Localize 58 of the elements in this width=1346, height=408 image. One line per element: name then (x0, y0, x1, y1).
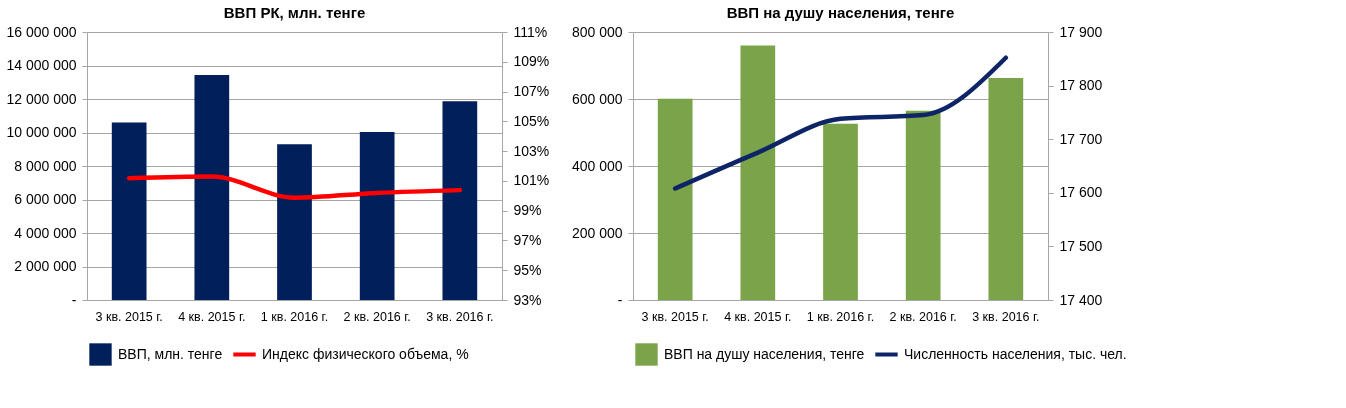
y2-tick-label: 93% (513, 291, 542, 308)
y2-tick-label: 95% (513, 261, 542, 278)
y2-tick-label: 111% (513, 23, 548, 40)
y2-tick-label: 17 800 (1059, 77, 1103, 94)
bar (194, 75, 230, 300)
x-tick-label: 2 кв. 2016 г. (343, 309, 411, 324)
y-tick-label: 6 000 000 (14, 191, 77, 207)
y2-tick-label: 103% (513, 142, 550, 159)
x-tick-label: 3 кв. 2016 г. (972, 309, 1040, 324)
y2-tick-label: 17 500 (1059, 237, 1103, 254)
y-tick-label: 4 000 000 (14, 224, 77, 241)
x-tick-label: 4 кв. 2015 г. (724, 309, 792, 324)
bar (111, 122, 147, 300)
x-tick-label: 1 кв. 2016 г. (260, 309, 329, 324)
y-tick-label: 400 000 (571, 157, 623, 174)
y2-tick-label: 105% (513, 112, 550, 129)
y-tick-label: 14 000 000 (6, 57, 77, 73)
bar (988, 77, 1024, 300)
bar (359, 132, 395, 300)
y2-tick-label: 107% (513, 83, 550, 100)
chart-title: ВВП на душу населения, тенге (726, 4, 955, 21)
y-tick-label: 10 000 000 (6, 124, 77, 140)
y-tick-label: 16 000 000 (6, 23, 77, 40)
y2-tick-label: 17 400 (1059, 291, 1103, 308)
y-tick-label: 8 000 000 (14, 157, 77, 174)
y2-tick-label: 17 700 (1059, 130, 1103, 147)
y-tick-label: - (617, 291, 623, 308)
x-tick-label: 4 кв. 2015 г. (178, 309, 246, 324)
y2-tick-label: 101% (513, 172, 550, 189)
y-tick-label: 800 000 (571, 23, 623, 40)
bar (823, 123, 858, 300)
y2-tick-label: 99% (513, 202, 542, 219)
y2-tick-label: 17 600 (1059, 184, 1103, 201)
bar (442, 101, 478, 300)
y-tick-label: 200 000 (571, 224, 623, 241)
line-series (126, 174, 463, 200)
legend-label: ВВП на душу населения, тенге (664, 345, 865, 362)
legend-label: ВВП, млн. тенге (118, 345, 223, 362)
bar (740, 45, 776, 300)
line-series (672, 55, 1009, 191)
x-tick-label: 3 кв. 2015 г. (95, 309, 163, 324)
bar (277, 144, 312, 300)
x-tick-label: 2 кв. 2016 г. (889, 309, 957, 324)
y2-tick-label: 97% (513, 231, 542, 248)
chart-title: ВВП РК, млн. тенге (223, 4, 366, 21)
y2-tick-label: 109% (513, 53, 550, 70)
legend-label: Индекс физического объема, % (262, 345, 469, 362)
y2-tick-label: 17 900 (1059, 23, 1103, 40)
x-tick-label: 3 кв. 2015 г. (641, 309, 709, 324)
y-tick-label: 2 000 000 (14, 258, 77, 274)
legend-label: Численность населения, тыс. чел. (904, 345, 1127, 362)
y-tick-label: 600 000 (571, 90, 623, 107)
x-tick-label: 1 кв. 2016 г. (806, 309, 875, 324)
bar (905, 110, 941, 300)
bar (657, 98, 693, 300)
y-tick-label: - (71, 291, 77, 308)
x-tick-label: 3 кв. 2016 г. (426, 309, 494, 324)
y-tick-label: 12 000 000 (6, 90, 77, 107)
